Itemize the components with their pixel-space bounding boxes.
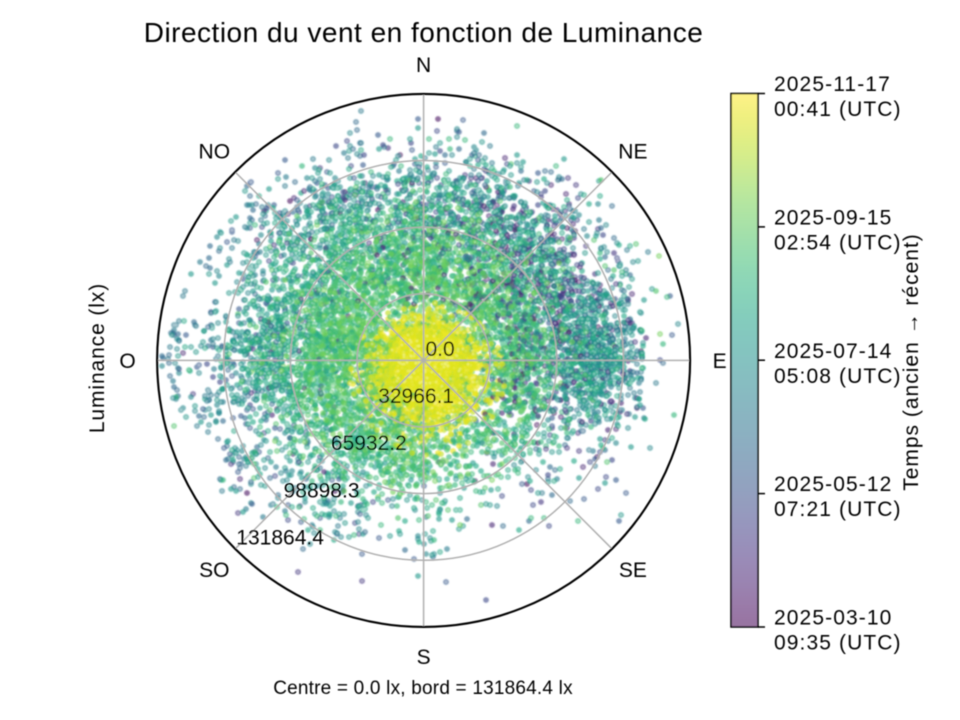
- svg-text:Centre = 0.0 lx, bord = 131864: Centre = 0.0 lx, bord = 131864.4 lx: [273, 678, 573, 699]
- svg-text:2025-05-12: 2025-05-12: [774, 473, 892, 496]
- svg-text:2025-03-10: 2025-03-10: [774, 607, 892, 630]
- svg-text:S: S: [417, 646, 431, 669]
- svg-text:2025-07-14: 2025-07-14: [774, 340, 892, 363]
- svg-text:SO: SO: [199, 559, 229, 582]
- svg-text:32966.1: 32966.1: [378, 385, 454, 408]
- svg-text:Direction du vent en fonction: Direction du vent en fonction de Luminan…: [144, 17, 704, 48]
- svg-text:Luminance (lx): Luminance (lx): [86, 283, 109, 433]
- svg-text:131864.4: 131864.4: [236, 527, 324, 550]
- svg-text:07:21 (UTC): 07:21 (UTC): [774, 498, 902, 521]
- svg-text:Temps (ancien → récent): Temps (ancien → récent): [900, 233, 923, 491]
- svg-text:65932.2: 65932.2: [331, 432, 407, 455]
- svg-text:05:08 (UTC): 05:08 (UTC): [774, 365, 902, 388]
- svg-text:SE: SE: [619, 559, 647, 582]
- svg-text:98898.3: 98898.3: [284, 479, 360, 502]
- svg-text:09:35 (UTC): 09:35 (UTC): [774, 632, 902, 655]
- svg-text:2025-11-17: 2025-11-17: [774, 73, 891, 96]
- svg-text:0.0: 0.0: [426, 338, 455, 361]
- svg-text:2025-09-15: 2025-09-15: [774, 206, 892, 229]
- svg-text:N: N: [416, 54, 431, 77]
- svg-text:E: E: [713, 350, 727, 373]
- svg-text:NE: NE: [618, 141, 647, 164]
- svg-text:00:41 (UTC): 00:41 (UTC): [774, 98, 902, 121]
- svg-text:NO: NO: [199, 141, 231, 164]
- svg-text:02:54 (UTC): 02:54 (UTC): [774, 231, 902, 254]
- svg-text:O: O: [119, 350, 135, 373]
